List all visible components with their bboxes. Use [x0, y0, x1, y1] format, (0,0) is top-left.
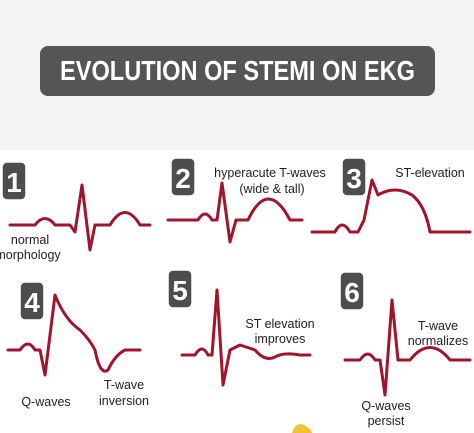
label: T-wave: [104, 378, 144, 392]
label: morphology: [0, 248, 61, 262]
panel-number: 5: [172, 275, 188, 306]
decoration: [292, 424, 312, 433]
title: EVOLUTION OF STEMI ON EKG: [60, 55, 415, 86]
number-box: [341, 157, 367, 197]
label: hyperacute T-waves: [214, 166, 326, 180]
ekg-wave: [180, 288, 312, 387]
ekg-wave: [6, 293, 142, 377]
panel-number: 4: [24, 287, 40, 318]
label: persist: [368, 414, 405, 428]
label: T-wave: [418, 319, 458, 333]
panel-number: 3: [346, 163, 362, 194]
panel-number: 6: [344, 277, 360, 308]
number-box: [167, 269, 193, 309]
number-box: [19, 281, 45, 321]
label: (wide & tall): [239, 182, 304, 196]
panel-number: 1: [6, 167, 22, 198]
panel-number: 2: [175, 163, 191, 194]
label: Q-waves: [21, 395, 70, 409]
ekg-wave: [166, 181, 304, 244]
ekg-wave: [8, 183, 152, 252]
label: ST-elevation: [395, 166, 465, 180]
title-box: [40, 46, 435, 96]
number-box: [1, 161, 27, 201]
ekg-wave: [310, 178, 472, 234]
label: ST elevation: [245, 317, 314, 331]
label: normal: [11, 233, 49, 247]
label: normalizes: [408, 334, 468, 348]
number-box: [170, 157, 196, 197]
label: improves: [255, 332, 306, 346]
ekg-wave: [343, 298, 472, 397]
label: Q-waves: [361, 399, 410, 413]
number-box: [339, 271, 365, 311]
label: inversion: [99, 394, 149, 408]
